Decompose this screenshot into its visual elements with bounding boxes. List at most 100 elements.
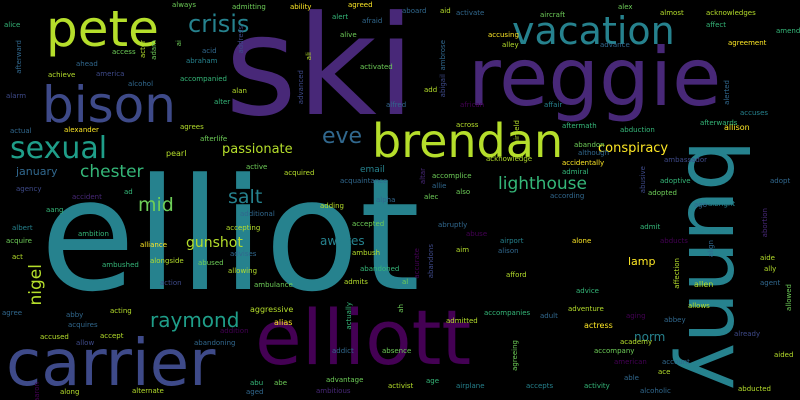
word-airport: airport [500,237,524,245]
word-alliance: alliance [140,241,168,249]
word-alice: alice [4,21,21,29]
word-america: america [96,70,125,78]
word-accuses: accuses [740,109,769,117]
word-abducts: abducts [660,237,688,245]
word-carrier: carrier [6,327,216,400]
word-alfred: alfred [386,101,407,109]
word-abigail: abigail [439,74,447,98]
word-allow: allow [76,339,95,347]
word-advice: advice [576,287,599,295]
word-allen: allen [694,280,714,289]
word-adopt: adopt [770,177,791,185]
word-also: also [456,188,471,196]
word-adoptive: adoptive [660,177,691,185]
word-passionate: passionate [222,142,293,157]
word-alerted: alerted [723,80,731,105]
word-ai: ai [175,40,183,47]
word-alex: alex [618,3,633,11]
word-alarm: alarm [6,92,27,100]
word-abortion: abortion [761,208,769,238]
word-accomplice: accomplice [432,172,472,180]
word-alternate: alternate [132,387,164,395]
word-acknowledge: acknowledge [486,155,533,163]
word-affection: affection [673,258,681,289]
word-along: along [60,388,80,396]
word-ambition: ambition [78,230,109,238]
word-adam: adam [150,40,158,60]
word-abe: abe [274,379,288,387]
word-actually: actually [345,302,353,330]
word-brendan: brendan [372,114,564,168]
word-accusing: accusing [488,31,519,39]
word-abduction: abduction [620,126,655,134]
word-aggressive: aggressive [250,305,294,314]
word-accused: accused [40,333,69,341]
word-acquaintance: acquaintance [340,177,388,185]
word-abbey: abbey [664,316,686,324]
word-agreed: agreed [348,1,373,9]
word-allowing: allowing [228,267,258,275]
word-act: act [12,253,23,261]
word-email: email [360,165,385,175]
word-admitted: admitted [446,317,478,325]
word-alpha: alpha [376,196,396,204]
word-advises: advises [230,250,257,258]
word-accidentally: accidentally [562,159,605,167]
word-abandoned: abandoned [360,265,400,273]
word-allison: allison [724,123,750,132]
word-abuse: abuse [466,230,488,238]
word-adult: adult [540,312,558,320]
word-conspiracy: conspiracy [598,141,669,156]
word-ambassador: ambassador [664,156,708,164]
word-addict: addict [332,347,354,355]
word-accompanies: accompanies [484,309,531,317]
word-january: january [16,165,58,178]
word-admit: admit [640,223,661,231]
word-gunshot: gunshot [186,235,243,251]
word-admits: admits [344,278,368,286]
word-ahead: ahead [76,60,98,68]
word-achieve: achieve [48,71,76,79]
word-abruptly: abruptly [438,221,468,229]
word-nigel: nigel [26,264,46,306]
word-adding: adding [320,202,345,210]
word-activated: activated [360,63,393,71]
word-add: add [424,86,438,94]
word-afford: afford [506,271,527,279]
word-acquire: acquire [6,237,32,245]
word-admitting: admitting [232,3,266,11]
word-alcohol: alcohol [128,80,154,88]
word-aided: aided [774,351,794,359]
word-acquires: acquires [68,321,98,329]
word-access: access [112,48,136,56]
word-aid: aid [440,7,451,15]
word-ambrose: ambrose [439,40,447,71]
word-alan: alan [232,87,247,95]
word-active: active [246,163,268,171]
word-alone: alone [572,237,592,245]
word-advanced: advanced [297,70,305,105]
word-ability: ability [290,3,312,11]
word-alec: alec [424,193,439,201]
word-bunny: bunny [670,140,763,391]
word-agreement: agreement [728,39,767,47]
word-agreeing: agreeing [511,340,519,371]
word-accepting: accepting [226,224,261,232]
word-actual: actual [10,127,32,135]
word-ambushed: ambushed [102,261,139,269]
word-allowed: allowed [785,284,793,311]
word-ally: ally [764,265,777,273]
word-across: across [456,121,479,129]
word-actor: actor [139,40,147,59]
word-affect: affect [706,21,727,29]
word-aircraft: aircraft [540,11,566,19]
word-action: action [160,279,182,287]
word-agency: agency [16,185,42,193]
word-elliot: elliot [40,145,421,326]
word-almost: almost [660,9,684,17]
word-abandons: abandons [427,244,435,279]
word-according: according [550,192,585,200]
word-abandon: abandon [574,141,605,149]
word-crisis: crisis [188,10,250,38]
word-alexander: alexander [64,126,99,134]
